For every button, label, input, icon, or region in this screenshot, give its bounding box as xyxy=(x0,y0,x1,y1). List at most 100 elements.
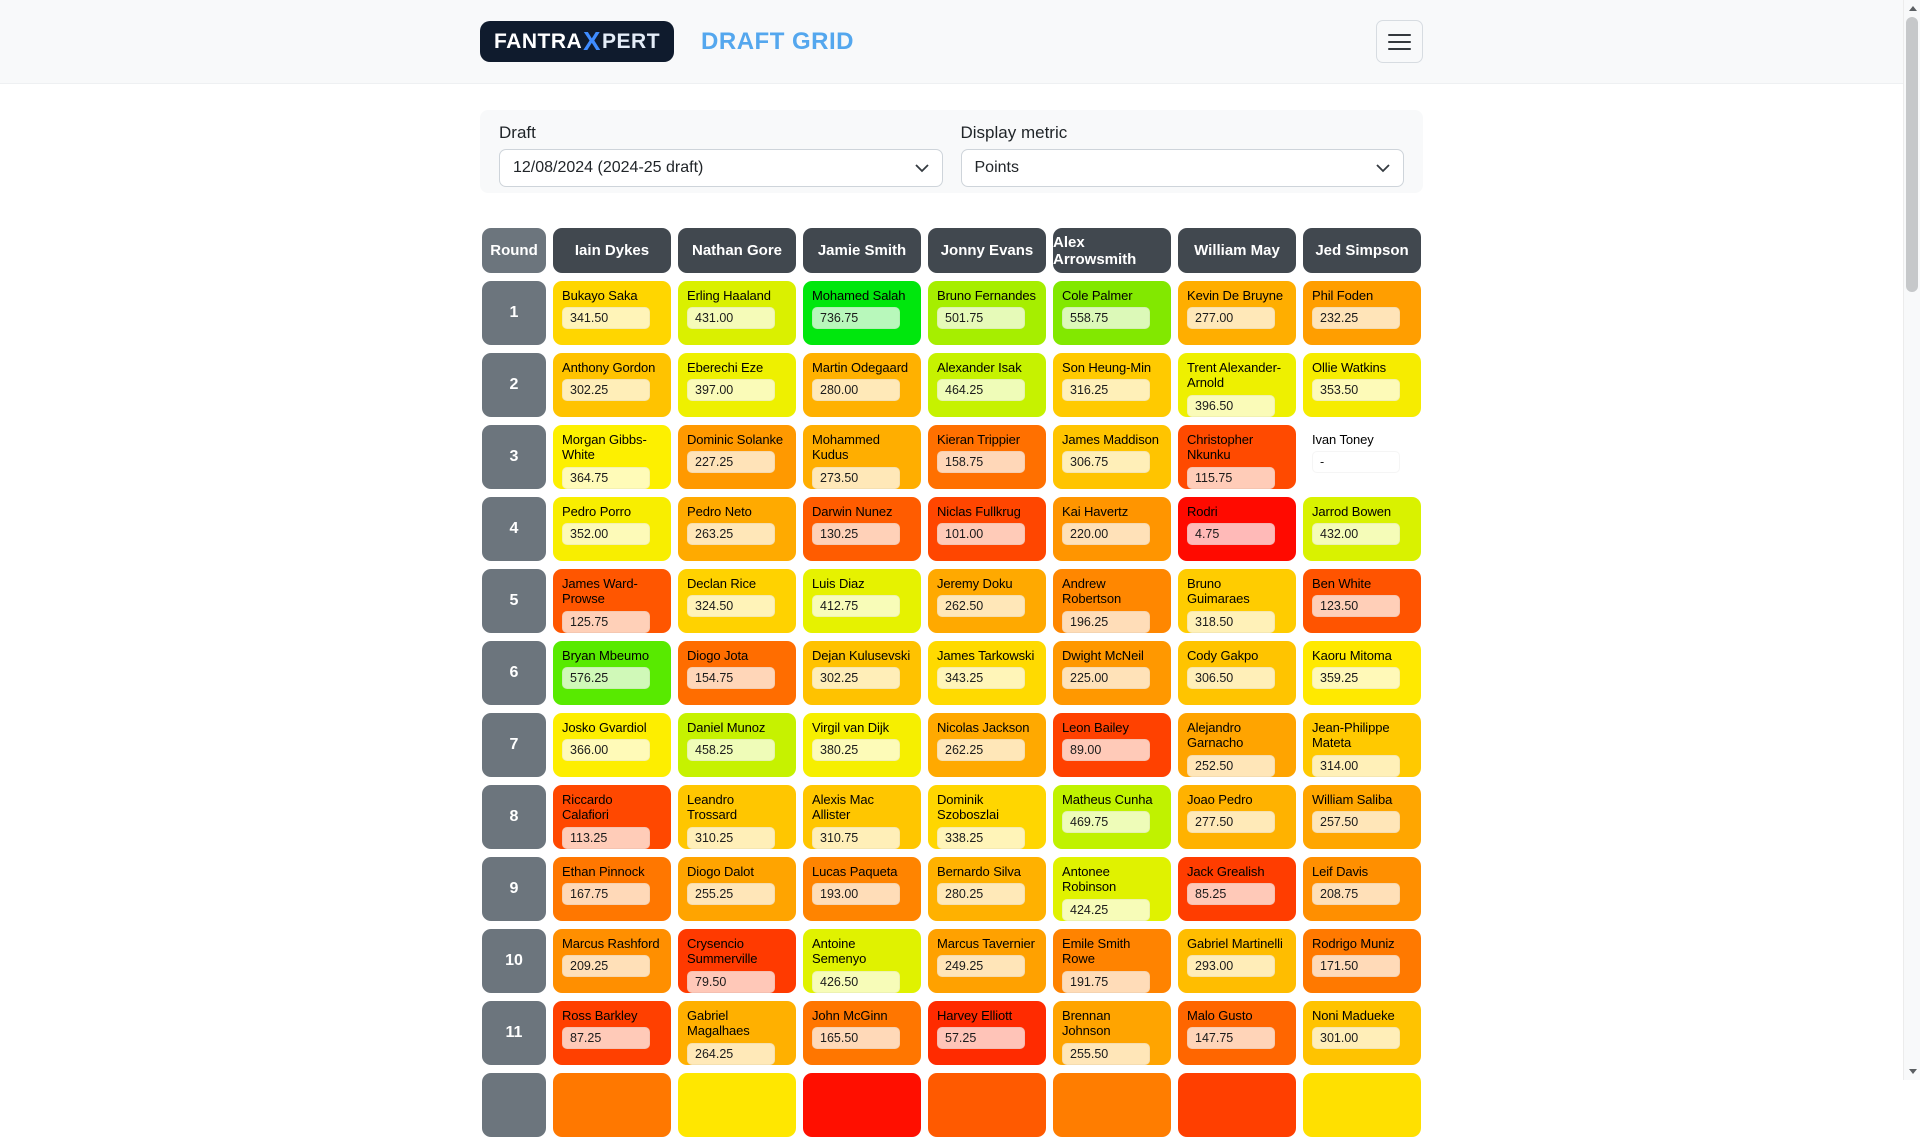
player-name: Mohamed Salah xyxy=(812,288,906,303)
player-points: 341.50 xyxy=(562,307,650,330)
player-points: 89.00 xyxy=(1062,739,1150,762)
pick-cell: Bruno Fernandes 501.75 xyxy=(928,281,1046,345)
filter-panel: Draft 12/08/2024 (2024-25 draft) Display… xyxy=(480,110,1423,193)
player-points: 458.25 xyxy=(687,739,775,762)
round-number: 5 xyxy=(482,569,546,633)
round-column-header: Round xyxy=(482,228,546,273)
player-points: 262.25 xyxy=(937,739,1025,762)
pick-cell: John McGinn 165.50 xyxy=(803,1001,921,1065)
round-number: 8 xyxy=(482,785,546,849)
player-name: Harvey Elliott xyxy=(937,1008,1013,1023)
pick-cell: Brennan Johnson 255.50 xyxy=(1053,1001,1171,1065)
player-points: 426.50 xyxy=(812,970,900,993)
player-points: 412.75 xyxy=(812,595,900,618)
round-row: 3 Morgan Gibbs-White 364.75 Dominic Solanke… xyxy=(482,425,1421,489)
player-name: Bryan Mbeumo xyxy=(562,648,649,663)
pick-cell: Darwin Nunez 130.25 xyxy=(803,497,921,561)
pick-cell: Bukayo Saka 341.50 xyxy=(553,281,671,345)
player-points: 306.50 xyxy=(1187,667,1275,690)
pick-cell: Gabriel Martinelli 293.00 xyxy=(1178,929,1296,993)
draft-select[interactable]: 12/08/2024 (2024-25 draft) xyxy=(499,149,943,187)
round-number: 7 xyxy=(482,713,546,777)
player-name: James Ward-Prowse xyxy=(562,576,638,607)
scroll-thumb[interactable] xyxy=(1906,17,1918,292)
round-number: 11 xyxy=(482,1001,546,1065)
pick-cell: Jack Grealish 85.25 xyxy=(1178,857,1296,921)
player-name: Marcus Tavernier xyxy=(937,936,1035,951)
player-points: 208.75 xyxy=(1312,883,1400,906)
player-name: Bukayo Saka xyxy=(562,288,638,303)
player-points: 125.75 xyxy=(562,610,650,633)
player-name: Kieran Trippier xyxy=(937,432,1021,447)
pick-cell: Niclas Fullkrug 101.00 xyxy=(928,497,1046,561)
hamburger-menu-button[interactable] xyxy=(1376,20,1423,63)
scroll-down-button[interactable] xyxy=(1904,1063,1920,1080)
player-name: Anthony Gordon xyxy=(562,360,656,375)
player-points: - xyxy=(1312,451,1400,474)
player-points: 87.25 xyxy=(562,1027,650,1050)
player-name: Morgan Gibbs-White xyxy=(562,432,647,463)
player-points: 113.25 xyxy=(562,826,650,849)
player-name: Virgil van Dijk xyxy=(812,720,890,735)
pick-cell: Cole Palmer 558.75 xyxy=(1053,281,1171,345)
pick-cell: Jeremy Doku 262.50 xyxy=(928,569,1046,633)
manager-column-header: Alex Arrowsmith xyxy=(1053,228,1171,273)
pick-cell: Jean-Philippe Mateta 314.00 xyxy=(1303,713,1421,777)
player-points: 338.25 xyxy=(937,826,1025,849)
player-name: Niclas Fullkrug xyxy=(937,504,1021,519)
pick-cell: Bruno Guimaraes 318.50 xyxy=(1178,569,1296,633)
pick-cell: Luis Diaz 412.75 xyxy=(803,569,921,633)
player-name: Matheus Cunha xyxy=(1062,792,1153,807)
player-points: 736.75 xyxy=(812,307,900,330)
player-points: 57.25 xyxy=(937,1027,1025,1050)
scrollbar[interactable] xyxy=(1903,0,1920,1080)
player-name: Mohammed Kudus xyxy=(812,432,880,463)
manager-column-header: Jamie Smith xyxy=(803,228,921,273)
player-points: 501.75 xyxy=(937,307,1025,330)
player-name: Alexander Isak xyxy=(937,360,1022,375)
player-name: Rodrigo Muniz xyxy=(1312,936,1395,951)
player-points: 263.25 xyxy=(687,523,775,546)
player-name: Kaoru Mitoma xyxy=(1312,648,1392,663)
pick-cell: Rodri 4.75 xyxy=(1178,497,1296,561)
pick-cell: Ethan Pinnock 167.75 xyxy=(553,857,671,921)
manager-column-header: Nathan Gore xyxy=(678,228,796,273)
pick-cell: James Maddison 306.75 xyxy=(1053,425,1171,489)
pick-cell: Alejandro Garnacho 252.50 xyxy=(1178,713,1296,777)
player-points: 469.75 xyxy=(1062,811,1150,834)
pick-cell: Noni Madueke 301.00 xyxy=(1303,1001,1421,1065)
pick-cell: Jarrod Bowen 432.00 xyxy=(1303,497,1421,561)
pick-cell: Cody Gakpo 306.50 xyxy=(1178,641,1296,705)
pick-cell: Alexander Isak 464.25 xyxy=(928,353,1046,417)
pick-cell xyxy=(928,1073,1046,1137)
manager-column-header: William May xyxy=(1178,228,1296,273)
pick-cell: Ollie Watkins 353.50 xyxy=(1303,353,1421,417)
player-points: 306.75 xyxy=(1062,451,1150,474)
pick-cell: Bryan Mbeumo 576.25 xyxy=(553,641,671,705)
pick-cell: Lucas Paqueta 193.00 xyxy=(803,857,921,921)
scroll-up-button[interactable] xyxy=(1904,0,1920,17)
player-points: 316.25 xyxy=(1062,379,1150,402)
player-name: Antonee Robinson xyxy=(1062,864,1117,895)
pick-cell: Matheus Cunha 469.75 xyxy=(1053,785,1171,849)
display-metric-select[interactable]: Points xyxy=(960,149,1404,187)
pick-cell: Rodrigo Muniz 171.50 xyxy=(1303,929,1421,993)
player-points: 558.75 xyxy=(1062,307,1150,330)
player-name: Leandro Trossard xyxy=(687,792,738,823)
player-name: Gabriel Martinelli xyxy=(1187,936,1283,951)
pick-cell: Gabriel Magalhaes 264.25 xyxy=(678,1001,796,1065)
player-points: 227.25 xyxy=(687,451,775,474)
page-title: DRAFT GRID xyxy=(701,27,855,55)
pick-cell: Kieran Trippier 158.75 xyxy=(928,425,1046,489)
pick-cell: Dominic Solanke 227.25 xyxy=(678,425,796,489)
player-name: Pedro Neto xyxy=(687,504,752,519)
player-points: 4.75 xyxy=(1187,523,1275,546)
player-name: James Maddison xyxy=(1062,432,1159,447)
player-points: 85.25 xyxy=(1187,883,1275,906)
fantraxpert-logo[interactable]: FANTRA X PERT xyxy=(480,21,675,62)
round-number: 2 xyxy=(482,353,546,417)
pick-cell: Bernardo Silva 280.25 xyxy=(928,857,1046,921)
pick-cell: Leandro Trossard 310.25 xyxy=(678,785,796,849)
pick-cell: Riccardo Calafiori 113.25 xyxy=(553,785,671,849)
player-name: Ethan Pinnock xyxy=(562,864,645,879)
